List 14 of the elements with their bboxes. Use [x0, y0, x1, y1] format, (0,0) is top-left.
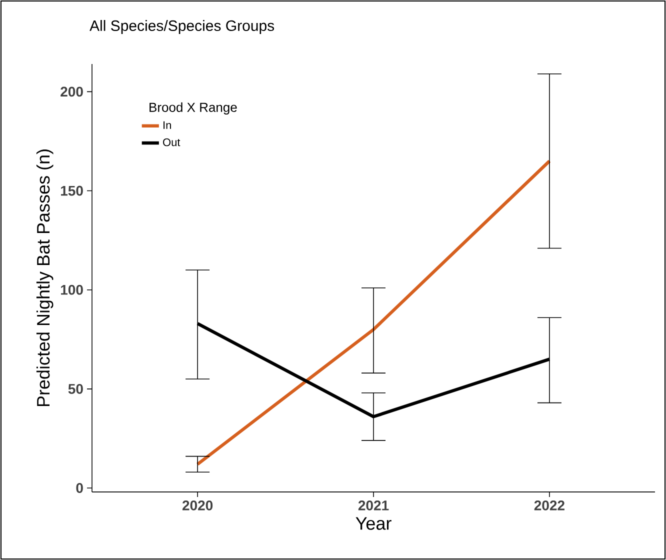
y-tick-label: 50 — [68, 384, 83, 394]
x-tick-label: 2022 — [534, 500, 564, 510]
y-tick-label: 100 — [60, 284, 83, 295]
chart-title: All Species/Species Groups — [90, 20, 274, 34]
y-tick-label: 200 — [60, 86, 83, 97]
legend-label: In — [164, 121, 171, 129]
legend-label: Out — [163, 138, 180, 146]
y-axis-title: Predicted Nightly Bat Passes (n) — [36, 150, 54, 406]
x-tick-label: 2020 — [182, 500, 213, 510]
y-tick-label: 0 — [76, 483, 83, 493]
y-tick-label: 150 — [60, 186, 83, 196]
legend-title: Brood X Range — [150, 102, 237, 115]
x-axis-title: Year — [356, 517, 392, 530]
x-tick-label: 2021 — [358, 500, 389, 510]
